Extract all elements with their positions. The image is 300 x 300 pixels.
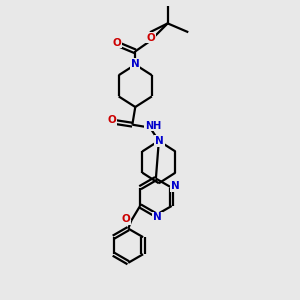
Text: O: O bbox=[146, 32, 155, 43]
Text: O: O bbox=[107, 115, 116, 125]
Text: O: O bbox=[122, 214, 130, 224]
Text: O: O bbox=[112, 38, 122, 47]
Text: N: N bbox=[153, 212, 162, 222]
Text: N: N bbox=[171, 181, 180, 191]
Text: N: N bbox=[155, 136, 164, 146]
Text: N: N bbox=[131, 59, 140, 69]
Text: NH: NH bbox=[145, 121, 161, 130]
